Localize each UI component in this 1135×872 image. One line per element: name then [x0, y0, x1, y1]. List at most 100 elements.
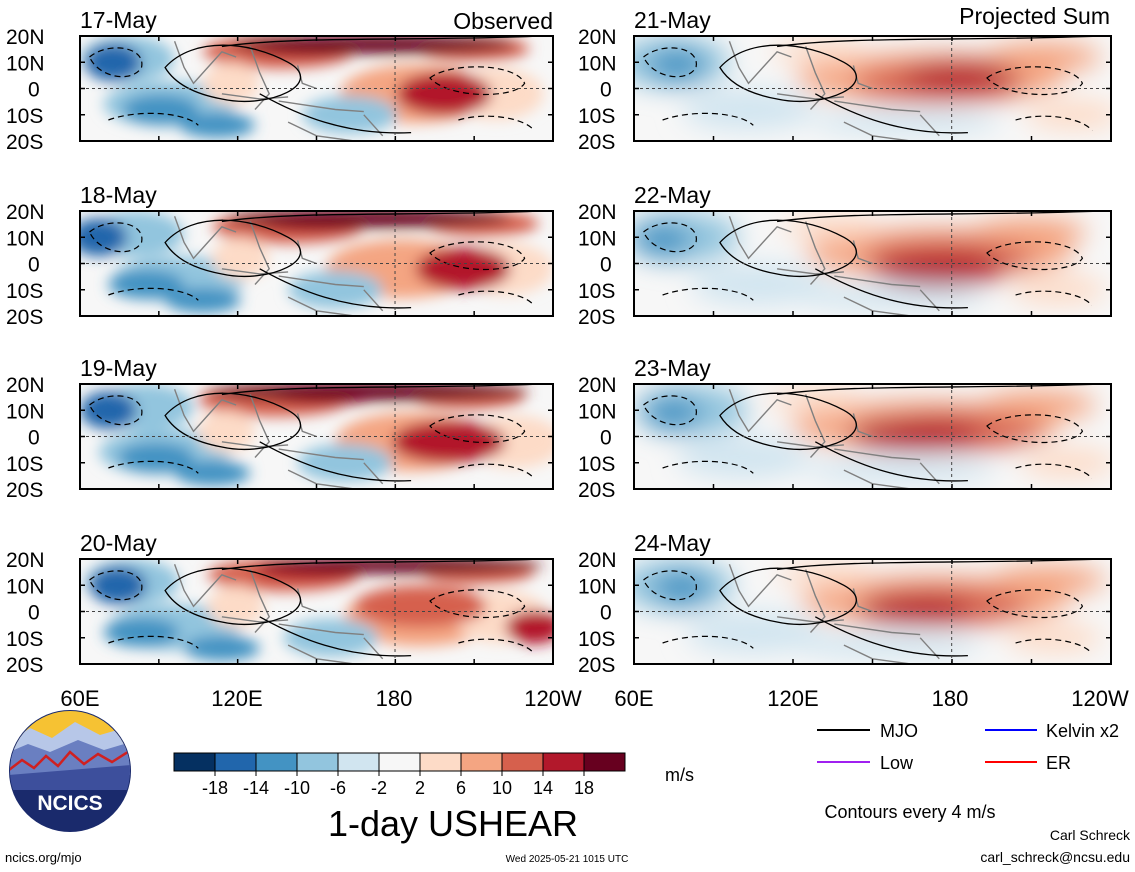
colorbar-tick-label: -2: [371, 778, 387, 798]
panel-date: 19-May: [80, 355, 157, 381]
lat-label: 20N: [578, 374, 617, 397]
panel-date: 24-May: [634, 530, 711, 556]
lat-label: 10N: [578, 400, 617, 423]
logo-text: NCICS: [37, 792, 102, 815]
colorbar: -18 -14 -10 -6 -2 2 6 10 14 18: [173, 752, 626, 798]
lon-label: 60E: [60, 686, 99, 711]
colorbar-swatch: [337, 752, 380, 772]
lon-label: 60E: [614, 686, 653, 711]
colorbar-swatch: [296, 752, 339, 772]
colorbar-swatch: [460, 752, 503, 772]
lat-label: 20N: [578, 549, 617, 572]
lat-label: 0: [28, 602, 40, 625]
lat-label: 10S: [578, 628, 615, 651]
footer-timestamp: Wed 2025-05-21 1015 UTC: [506, 854, 629, 865]
lat-label: 10S: [6, 628, 43, 651]
lat-label: 20N: [578, 26, 617, 49]
map-panel: 20-May 20N 10N 0 10S 20S: [6, 530, 554, 677]
panel-date: 20-May: [80, 530, 157, 556]
colorbar-swatch: [542, 752, 585, 772]
lat-label: 10N: [578, 575, 617, 598]
map-panel: 24-May 20N 10N 0 10S 20S: [578, 530, 1112, 677]
lat-label: 20S: [6, 479, 43, 502]
lon-label: 120E: [211, 686, 262, 711]
lat-label: 10S: [6, 280, 43, 303]
colorbar-swatch: [583, 752, 626, 772]
lat-label: 20N: [578, 201, 617, 224]
observed-header: Observed: [453, 8, 553, 34]
legend-item-low: Low: [817, 753, 914, 773]
legend-item-er: ER: [985, 753, 1071, 773]
lat-label: 10S: [578, 453, 615, 476]
lon-label: 180: [932, 686, 969, 711]
lon-label: 120W: [1071, 686, 1129, 711]
lat-label: 20N: [6, 374, 45, 397]
lat-label: 0: [600, 254, 612, 277]
colorbar-swatch: [419, 752, 462, 772]
colorbar-swatch: [378, 752, 421, 772]
footer-author: Carl Schreck: [1050, 827, 1131, 843]
lat-label: 20S: [6, 306, 43, 329]
colorbar-tick-label: -14: [243, 778, 269, 798]
colorbar-swatch: [214, 752, 257, 772]
legend-item-kelvin: Kelvin x2: [985, 721, 1119, 741]
colorbar-swatch: [173, 752, 216, 772]
colorbar-tick-label: 18: [574, 778, 594, 798]
lat-label: 20S: [6, 131, 43, 154]
legend-item-mjo: MJO: [817, 721, 918, 741]
colorbar-tick-label: -10: [284, 778, 310, 798]
panel-date: 18-May: [80, 182, 157, 208]
colorbar-tick-label: 10: [492, 778, 512, 798]
lat-label: 20S: [578, 131, 615, 154]
lat-label: 0: [600, 79, 612, 102]
panel-date: 22-May: [634, 182, 711, 208]
lat-label: 10N: [6, 227, 45, 250]
lat-label: 0: [600, 427, 612, 450]
lat-label: 0: [600, 602, 612, 625]
lon-label: 120E: [767, 686, 818, 711]
legend-label: Kelvin x2: [1046, 721, 1119, 741]
colorbar-tick-label: 14: [533, 778, 553, 798]
lat-label: 20N: [6, 201, 45, 224]
lat-label: 10S: [6, 453, 43, 476]
legend-label: MJO: [880, 721, 918, 741]
lat-label: 20S: [578, 306, 615, 329]
longitude-axis-labels: 60E 120E 180 120W 60E 120E 180 120W: [60, 686, 1129, 711]
colorbar-tick-label: -6: [330, 778, 346, 798]
colorbar-tick-label: 2: [415, 778, 425, 798]
lat-label: 10S: [6, 105, 43, 128]
lat-label: 10S: [578, 105, 615, 128]
colorbar-swatch: [255, 752, 298, 772]
lon-label: 120W: [524, 686, 582, 711]
map-panel: 19-May 20N 10N 0 10S 20S: [6, 355, 554, 502]
map-panel: 23-May 20N 10N 0 10S 20S: [578, 355, 1112, 502]
lat-label: 20N: [6, 549, 45, 572]
lon-label: 180: [376, 686, 413, 711]
map-panels: 17-May20N10N010S20S18-May20N10N010S20S19…: [6, 7, 1112, 677]
colorbar-unit: m/s: [665, 765, 694, 785]
lat-label: 10S: [578, 280, 615, 303]
legend-label: ER: [1046, 753, 1071, 773]
panel-date: 17-May: [80, 7, 157, 33]
lat-label: 10N: [6, 400, 45, 423]
footer-url: ncics.org/mjo: [5, 850, 82, 865]
colorbar-tick-label: 6: [456, 778, 466, 798]
map-panel: 22-May 20N 10N 0 10S 20S: [578, 182, 1112, 329]
lat-label: 20N: [6, 26, 45, 49]
lat-label: 20S: [6, 654, 43, 677]
lat-label: 0: [28, 254, 40, 277]
lat-label: 10N: [6, 52, 45, 75]
map-panel: 17-May 20N 10N 0 10S 20S: [6, 7, 554, 154]
lat-label: 20S: [578, 654, 615, 677]
colorbar-tick-label: -18: [202, 778, 228, 798]
lat-label: 10N: [6, 575, 45, 598]
lat-label: 0: [28, 427, 40, 450]
footer-email: carl_schreck@ncsu.edu: [980, 849, 1130, 865]
lat-label: 10N: [578, 227, 617, 250]
colorbar-swatch: [501, 752, 544, 772]
legend: MJO Kelvin x2 Low ER Contours every 4 m/…: [817, 721, 1119, 822]
map-panel: 21-May 20N 10N 0 10S 20S: [578, 7, 1112, 154]
legend-label: Low: [880, 753, 914, 773]
panel-date: 23-May: [634, 355, 711, 381]
figure-title: 1-day USHEAR: [328, 803, 578, 844]
